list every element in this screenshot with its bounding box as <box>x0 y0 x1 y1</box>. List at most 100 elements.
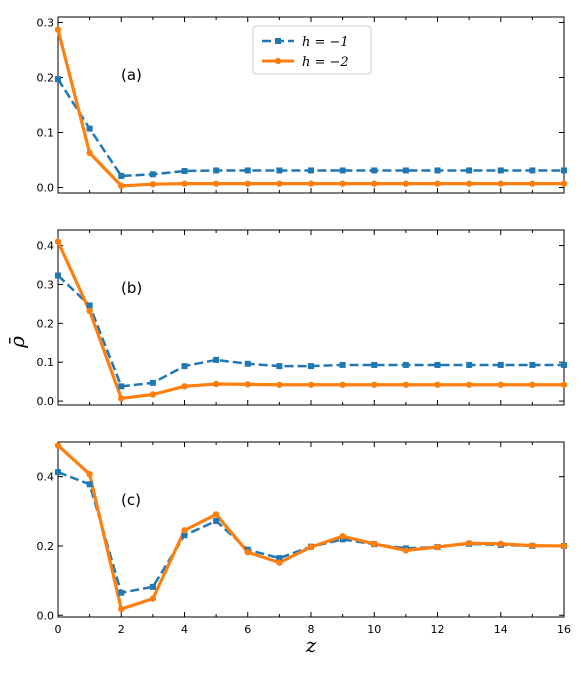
data-point-h2 <box>118 395 125 402</box>
data-point-h1 <box>561 167 567 174</box>
legend-label-h2: h = −2 <box>302 55 349 70</box>
data-point-h2 <box>307 543 315 551</box>
data-point-h2 <box>339 381 346 388</box>
data-point-h1 <box>276 363 283 370</box>
legend-marker-h2 <box>274 57 282 65</box>
plot-frame <box>57 229 565 406</box>
y-tick-label: 0.3 <box>37 17 55 30</box>
series-line-h1 <box>56 78 564 178</box>
data-point-h1 <box>149 583 156 590</box>
data-point-h2 <box>434 381 441 388</box>
data-point-h2 <box>497 540 504 548</box>
data-point-h2 <box>244 381 251 388</box>
y-tick-label: 0.2 <box>37 72 55 85</box>
data-point-h1 <box>371 361 378 368</box>
data-point-h1 <box>244 167 251 174</box>
x-tick-label: 10 <box>367 623 381 636</box>
data-point-h2 <box>181 527 188 534</box>
data-point-h2 <box>244 548 251 556</box>
y-tick-label: 0.0 <box>37 182 55 195</box>
x-tick-label: 16 <box>557 623 571 636</box>
data-point-h2 <box>339 533 346 540</box>
y-tick-label: 0.4 <box>37 240 55 253</box>
data-point-h1 <box>529 361 536 368</box>
data-point-h1 <box>181 363 188 370</box>
data-point-h2 <box>118 182 125 190</box>
data-point-h2 <box>465 180 473 187</box>
data-point-h2 <box>465 381 473 388</box>
panel-label: (c) <box>121 491 141 509</box>
data-point-h2 <box>465 539 473 547</box>
data-point-h2 <box>307 180 315 187</box>
y-tick-label: 0.2 <box>37 317 55 330</box>
data-point-h1 <box>118 383 125 390</box>
data-point-h2 <box>149 181 157 188</box>
data-point-h1 <box>86 302 93 309</box>
data-point-h2 <box>54 442 62 449</box>
data-point-h2 <box>86 307 93 315</box>
data-point-h1 <box>213 518 220 525</box>
series-line-h2 <box>56 444 565 611</box>
y-tick-label: 0.4 <box>37 471 55 484</box>
data-point-h1 <box>244 360 251 367</box>
data-point-h1 <box>434 167 441 174</box>
x-tick-label: 6 <box>244 623 251 636</box>
data-point-h1 <box>339 167 346 174</box>
panel-1: 0.0 0.1 0.2 0.3 (a) <box>37 16 568 195</box>
data-point-h2 <box>212 380 220 388</box>
data-point-h2 <box>54 238 62 245</box>
data-point-h1 <box>371 167 378 174</box>
data-point-h2 <box>276 381 283 388</box>
x-tick-label: 2 <box>118 623 125 636</box>
data-point-h1 <box>213 167 220 174</box>
y-tick-label: 0.1 <box>37 127 55 140</box>
y-tick-label: 0.1 <box>37 356 55 369</box>
data-point-h2 <box>54 26 62 33</box>
data-point-h1 <box>308 167 314 174</box>
x-tick-label: 8 <box>308 623 315 636</box>
y-axis-label: ρ̄ <box>5 336 29 349</box>
panel-label: (a) <box>121 66 142 84</box>
x-axis-label: z <box>305 633 317 657</box>
data-point-h2 <box>149 595 157 602</box>
data-point-h1 <box>55 272 61 279</box>
data-point-h1 <box>561 361 567 368</box>
data-point-h2 <box>402 381 410 388</box>
data-point-h1 <box>181 168 188 174</box>
x-tick-label: 4 <box>181 623 188 636</box>
data-point-h2 <box>212 180 220 187</box>
panel-label: (b) <box>121 279 142 297</box>
data-point-h1 <box>86 125 93 132</box>
data-point-h2 <box>371 540 378 548</box>
panels-group: 0.0 0.1 0.2 0.3 (a) 0.0 0.1 0.2 0.3 0.4 (b) 0 2 4 6 8 10… <box>37 16 571 636</box>
data-point-h1 <box>118 589 125 596</box>
data-point-h2 <box>529 180 536 187</box>
legend: h = −1 h = −2 <box>252 25 372 75</box>
data-point-h2 <box>276 559 283 566</box>
data-point-h2 <box>497 180 504 187</box>
data-point-h1 <box>213 356 220 363</box>
data-point-h1 <box>402 361 409 368</box>
x-tick-label: 12 <box>431 623 445 636</box>
y-tick-label: 0.2 <box>37 540 55 553</box>
data-point-h2 <box>149 391 157 398</box>
data-point-h2 <box>371 381 378 388</box>
x-tick-label: 0 <box>55 623 62 636</box>
data-point-h1 <box>55 469 61 476</box>
data-point-h2 <box>560 542 568 550</box>
panel-2: 0.0 0.1 0.2 0.3 0.4 (b) <box>37 229 568 408</box>
data-point-h1 <box>529 167 536 174</box>
data-point-h2 <box>371 180 378 187</box>
data-point-h1 <box>497 361 504 368</box>
data-point-h2 <box>497 381 504 388</box>
legend-marker-h1 <box>275 38 281 44</box>
data-point-h1 <box>466 361 473 368</box>
data-point-h1 <box>118 172 125 179</box>
data-point-h2 <box>212 511 220 518</box>
x-tick-label: 14 <box>494 623 508 636</box>
data-point-h2 <box>86 149 93 157</box>
data-point-h2 <box>118 605 125 613</box>
data-point-h1 <box>339 361 346 368</box>
data-point-h1 <box>434 361 441 368</box>
data-point-h2 <box>339 180 346 187</box>
